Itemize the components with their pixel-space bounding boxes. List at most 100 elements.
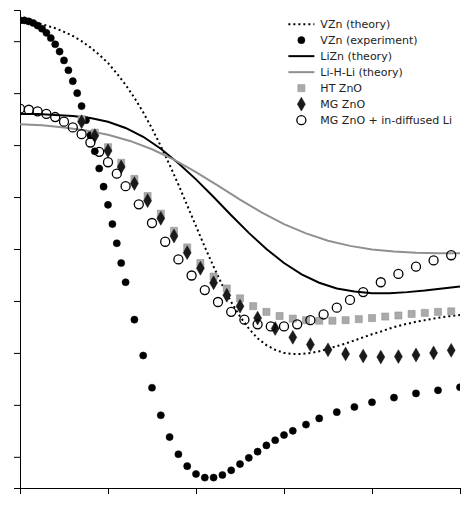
y-axis-tick-mark (14, 405, 20, 406)
point (78, 103, 85, 110)
point (201, 474, 208, 481)
legend-swatch (298, 37, 305, 44)
point (157, 412, 164, 419)
point (411, 262, 420, 271)
point (279, 322, 288, 331)
point (74, 90, 81, 97)
legend-swatch (297, 97, 305, 111)
point (342, 347, 350, 361)
point (342, 317, 349, 324)
legend-label: HT ZnO (320, 82, 362, 95)
point (130, 177, 138, 191)
point (263, 442, 270, 449)
point (210, 474, 217, 481)
point (272, 437, 279, 444)
point (192, 470, 199, 477)
point (306, 338, 314, 352)
x-axis-tick-mark (108, 488, 109, 494)
point (289, 315, 296, 322)
point (157, 211, 165, 225)
legend-swatch (297, 116, 306, 125)
point (56, 48, 63, 55)
y-axis (14, 11, 21, 489)
point (302, 421, 309, 428)
point (345, 295, 354, 304)
point (359, 349, 367, 363)
x-axis-tick (372, 488, 373, 494)
point (166, 434, 173, 441)
point (254, 311, 262, 325)
point (382, 313, 389, 320)
legend-item: MG ZnO (297, 97, 365, 111)
point (95, 147, 104, 156)
point (355, 316, 362, 323)
y-axis-tick (14, 457, 20, 458)
point (200, 286, 209, 295)
point (390, 394, 397, 401)
y-axis-tick-mark (14, 93, 20, 94)
x-axis-tick (460, 488, 461, 494)
point (368, 399, 375, 406)
point (377, 350, 385, 364)
point (306, 316, 315, 325)
point (24, 105, 33, 114)
y-axis-tick (14, 353, 20, 354)
series-line (20, 114, 460, 293)
legend-item: Li-H-Li (theory) (288, 66, 402, 79)
point (394, 350, 402, 364)
x-axis-line (21, 489, 461, 495)
point (319, 310, 328, 319)
legend-label: Li-H-Li (theory) (320, 66, 402, 79)
legend-item: VZn (theory) (288, 18, 390, 31)
point (245, 454, 252, 461)
point (131, 316, 138, 323)
point (210, 276, 218, 290)
point (213, 297, 222, 306)
point (456, 384, 460, 391)
point (447, 251, 456, 260)
x-axis-tick (284, 488, 285, 494)
point (434, 387, 441, 394)
point (236, 461, 243, 468)
point (223, 288, 231, 302)
point (112, 169, 121, 178)
point (113, 240, 120, 247)
marks (20, 17, 460, 481)
legend-label: MG ZnO + in-diffused Li (320, 114, 452, 127)
point (263, 308, 270, 315)
point (104, 201, 111, 208)
series-points (20, 17, 460, 481)
legend-item: LiZn (theory) (288, 50, 392, 63)
series-line (20, 124, 460, 253)
point (86, 138, 95, 147)
point (359, 288, 368, 297)
point (289, 427, 296, 434)
point (293, 320, 302, 329)
point (434, 308, 441, 315)
point (447, 343, 455, 357)
point (250, 303, 257, 310)
y-axis-tick-mark (14, 301, 20, 302)
point (253, 320, 262, 329)
point (69, 78, 76, 85)
point (266, 322, 275, 331)
point (52, 41, 59, 48)
point (324, 343, 332, 357)
series-points (78, 116, 455, 325)
point (227, 307, 236, 316)
point (134, 200, 143, 209)
point (412, 390, 419, 397)
point (430, 346, 438, 360)
point (228, 467, 235, 474)
x-axis-tick-mark (284, 488, 285, 494)
y-axis-tick (14, 197, 20, 198)
point (289, 330, 297, 344)
chart-svg: VZn (theory)VZn (experiment)LiZn (theory… (0, 0, 474, 508)
point (65, 67, 72, 74)
y-axis-line (14, 11, 21, 489)
point (109, 220, 116, 227)
point (219, 471, 226, 478)
chart-container: VZn (theory)VZn (experiment)LiZn (theory… (0, 0, 474, 508)
legend-swatch (288, 71, 314, 73)
point (240, 315, 249, 324)
